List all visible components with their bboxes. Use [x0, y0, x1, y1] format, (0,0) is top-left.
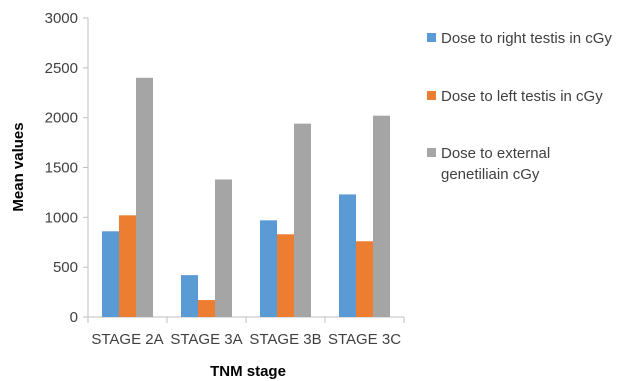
legend-label: Dose to left testis in cGy — [441, 88, 603, 105]
y-tick-label: 1000 — [45, 209, 78, 226]
bar — [339, 194, 356, 317]
legend-swatch — [427, 33, 436, 42]
bar — [294, 123, 311, 317]
chart-legend: Dose to right testis in cGy Dose to left … — [427, 30, 612, 183]
y-axis-title: Mean values — [10, 122, 27, 211]
legend-label-line: Dose to right testis in cGy — [441, 30, 612, 47]
legend-label-line: Dose to left testis in cGy — [441, 88, 603, 105]
chart-tick-labels: 0 500 1000 1500 2000 2500 3000 STAGE 2A STAGE 3A… — [45, 10, 402, 348]
x-tick-label: STAGE 2A — [91, 331, 163, 348]
bar — [198, 300, 215, 317]
x-axis-title: TNM stage — [210, 363, 286, 380]
bar — [277, 234, 294, 317]
legend-label-line: genetiliain cGy — [441, 166, 540, 183]
y-tick-label: 500 — [53, 259, 78, 276]
bar — [136, 77, 153, 317]
y-tick-label: 1500 — [45, 160, 78, 177]
y-tick-label: 2000 — [45, 110, 78, 127]
legend-swatch — [427, 91, 436, 100]
bar — [356, 241, 373, 317]
bar — [373, 115, 390, 317]
bar — [102, 231, 119, 317]
x-tick-label: STAGE 3A — [170, 331, 242, 348]
bar — [260, 220, 277, 317]
y-tick-label: 0 — [70, 309, 78, 326]
bar — [181, 275, 198, 317]
y-tick-label: 3000 — [45, 10, 78, 27]
y-tick-label: 2500 — [45, 60, 78, 77]
legend-label: Dose to external genetiliain cGy — [441, 145, 550, 183]
bar — [119, 215, 136, 317]
legend-label-line: Dose to external — [441, 145, 550, 162]
x-tick-label: STAGE 3B — [249, 331, 321, 348]
x-tick-label: STAGE 3C — [328, 331, 401, 348]
legend-label: Dose to right testis in cGy — [441, 30, 612, 47]
chart-bars — [102, 77, 390, 317]
bar — [215, 179, 232, 317]
legend-swatch — [427, 148, 436, 157]
